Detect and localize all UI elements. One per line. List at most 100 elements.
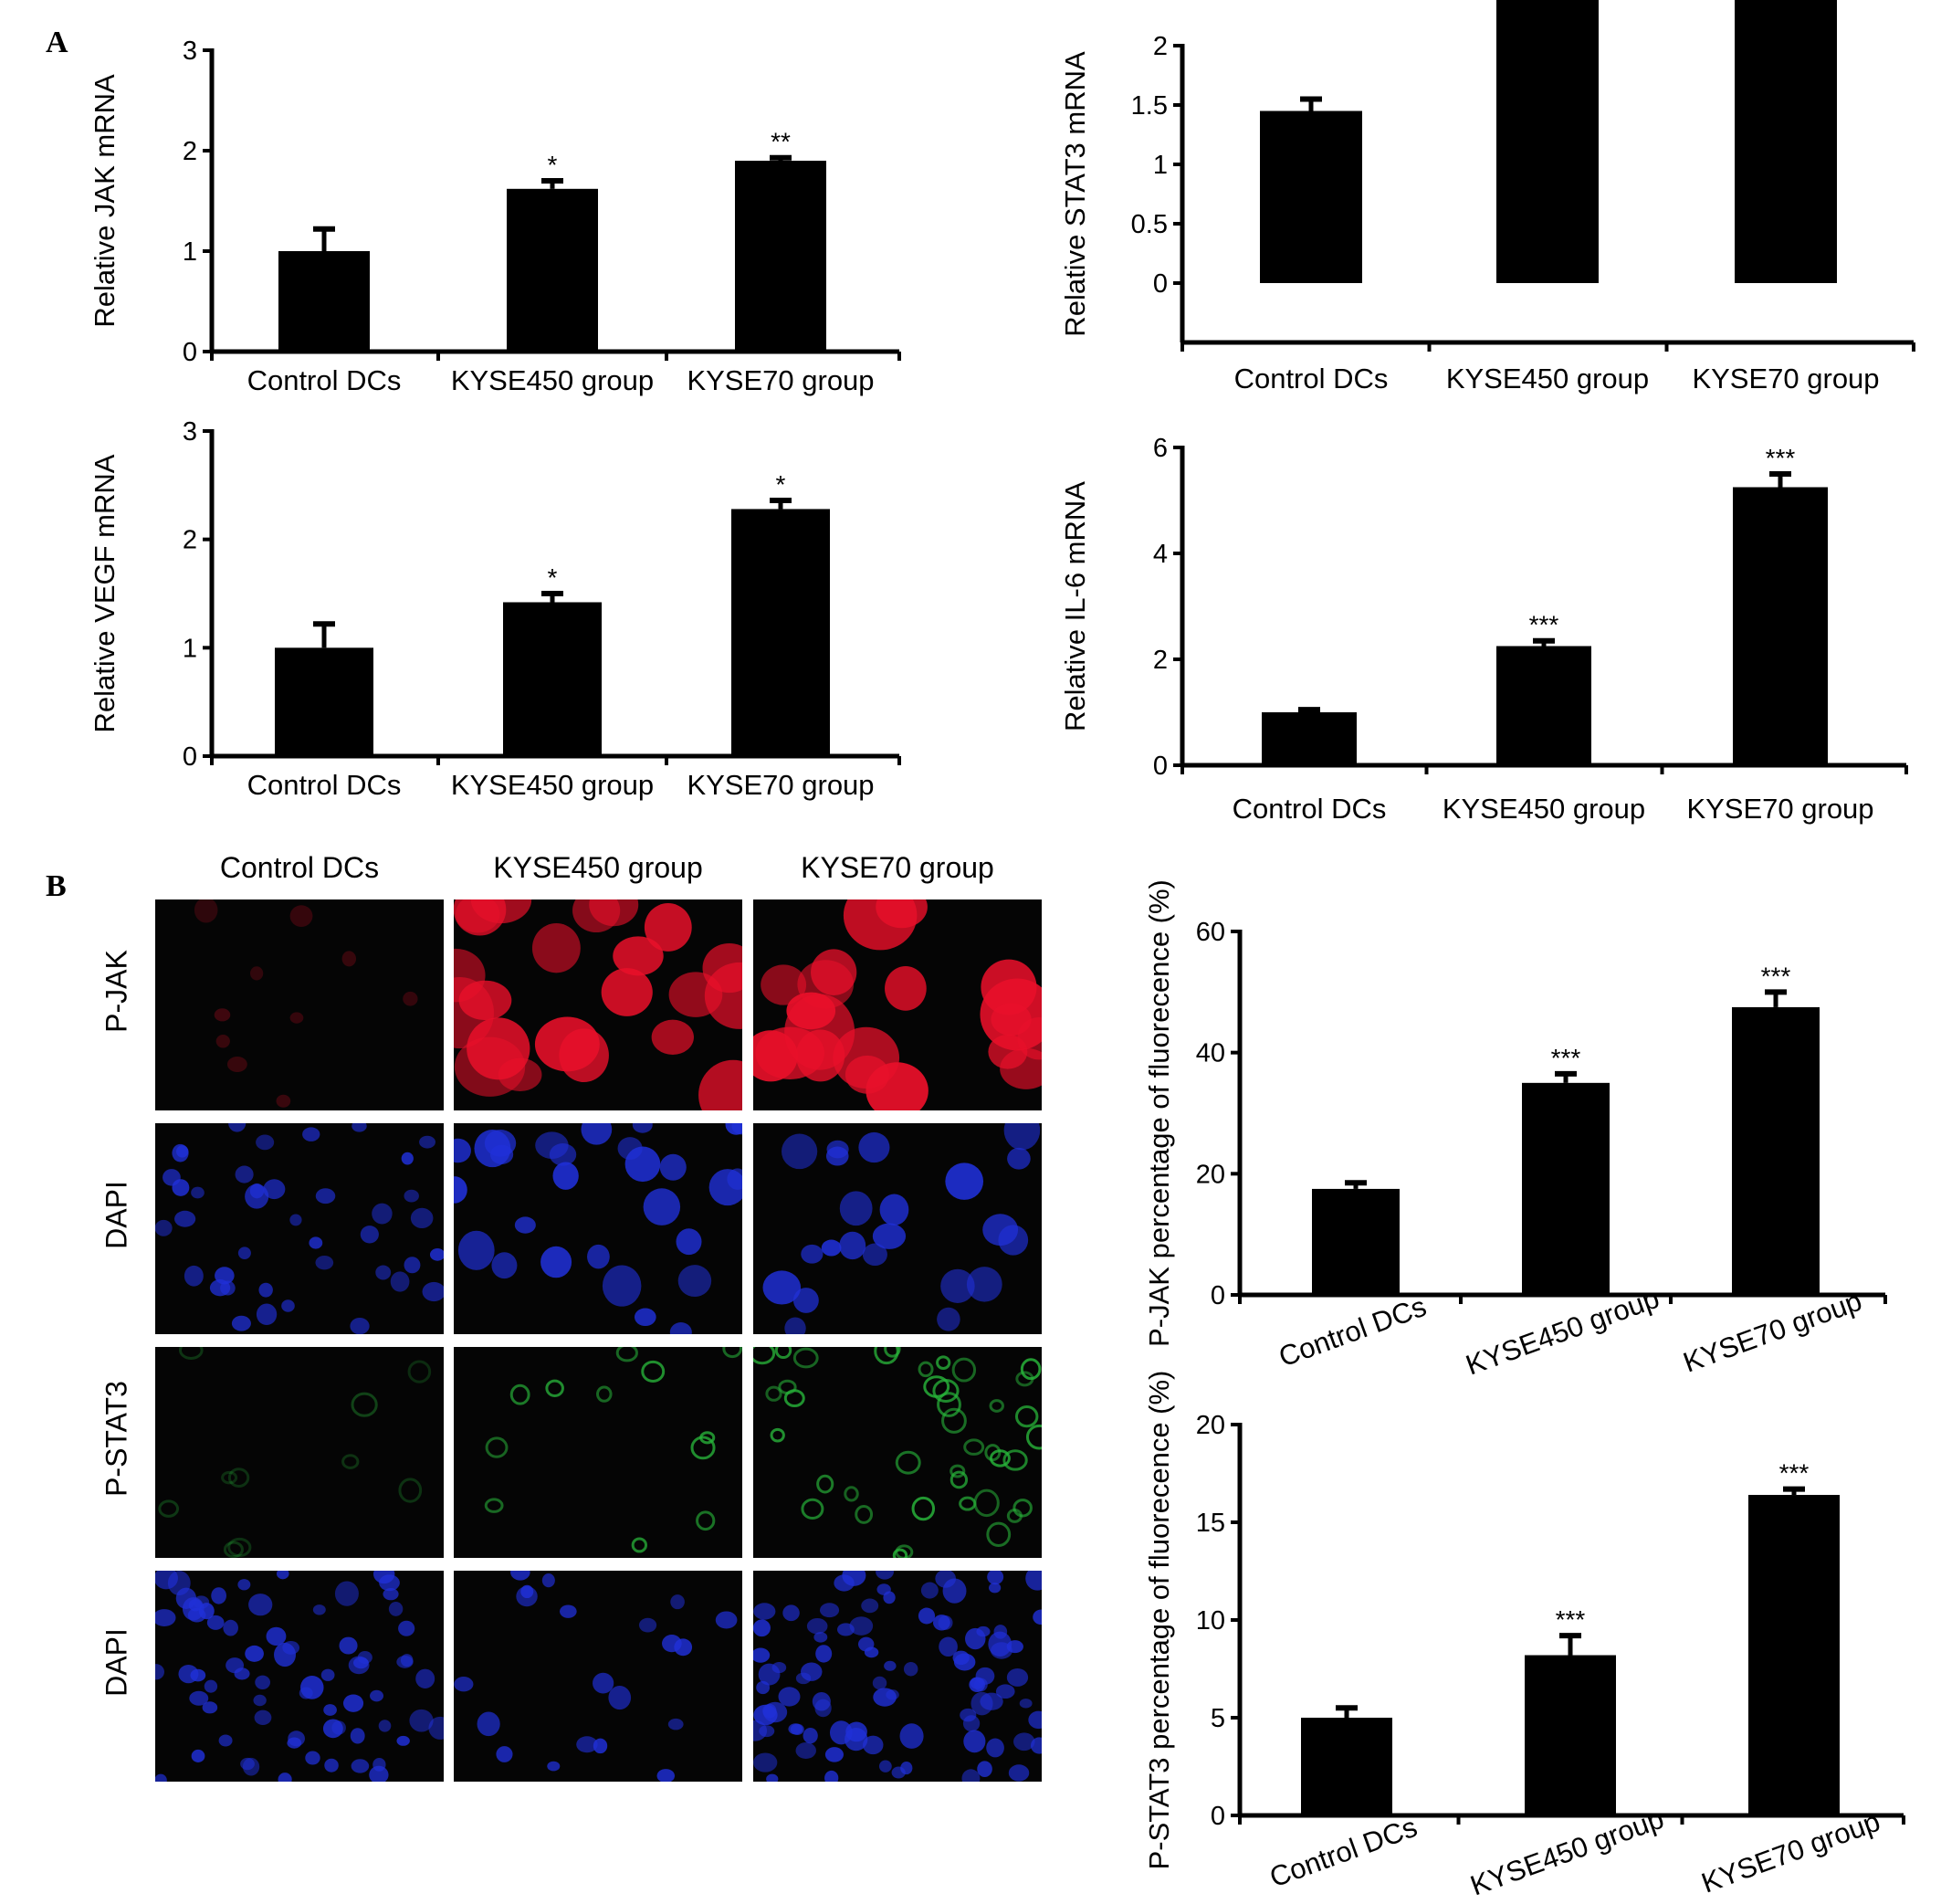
micrograph-column-header: KYSE70 group — [801, 851, 994, 884]
cell-blob — [995, 1684, 1015, 1699]
bar — [1735, 0, 1837, 283]
cell-blob — [396, 1735, 410, 1746]
cell-blob — [390, 1271, 410, 1292]
cell-blob — [788, 1723, 803, 1735]
cell-blob — [876, 1583, 891, 1595]
cell-blob — [258, 1282, 273, 1298]
cell-blob — [477, 1711, 500, 1737]
cell-blob — [1014, 1404, 1039, 1428]
cell-blob — [918, 1361, 934, 1378]
cell-blob — [812, 1692, 831, 1711]
cell-blob — [248, 1594, 273, 1616]
cell-blob — [792, 1347, 819, 1369]
cell-blob — [938, 1615, 953, 1630]
cell-blob — [986, 1521, 1012, 1547]
significance-label: * — [548, 563, 558, 592]
cell-blob — [596, 1385, 613, 1403]
cell-blob — [966, 1267, 1002, 1302]
micrograph-tile — [753, 899, 1042, 1110]
y-tick-label: 3 — [183, 37, 197, 66]
bar — [1525, 1655, 1616, 1815]
cell-blob — [842, 1571, 866, 1586]
cell-blob — [936, 1355, 951, 1370]
cell-blob — [761, 964, 807, 1005]
cell-blob — [784, 1317, 806, 1334]
cell-blob — [254, 1709, 272, 1726]
cell-blob — [1012, 1499, 1033, 1518]
cell-blob — [278, 1773, 292, 1782]
cell-blob — [509, 1383, 530, 1405]
cell-blob — [1006, 1668, 1029, 1687]
bar — [1312, 1188, 1400, 1295]
significance-label: *** — [1556, 1605, 1586, 1634]
cell-blob — [315, 1255, 334, 1270]
cell-blob — [970, 1691, 993, 1716]
cell-blob — [677, 1265, 712, 1298]
cell-blob — [204, 1679, 218, 1693]
cell-blob — [175, 1587, 197, 1609]
cell-blob — [725, 1123, 742, 1135]
x-category-label: KYSE450 group — [1446, 363, 1649, 394]
cell-blob — [895, 1450, 921, 1475]
micrograph-tile — [753, 1123, 1042, 1334]
cell-blob — [918, 1607, 936, 1625]
cell-blob — [404, 1257, 421, 1274]
significance-label: *** — [1761, 962, 1791, 990]
cell-blob — [989, 1583, 1002, 1594]
cell-blob — [1003, 1123, 1041, 1151]
cell-blob — [242, 1757, 260, 1776]
cell-blob — [991, 1642, 1012, 1659]
cell-blob — [727, 1168, 742, 1190]
cell-blob — [1028, 1710, 1042, 1730]
cell-blob — [221, 1470, 238, 1485]
cell-blob — [250, 966, 264, 981]
cell-blob — [778, 1687, 801, 1707]
cell-blob — [903, 1661, 918, 1677]
cell-blob — [813, 1632, 828, 1643]
cell-blob — [587, 1244, 610, 1269]
bar — [275, 647, 373, 756]
cell-blob — [1025, 1424, 1042, 1450]
cell-blob — [289, 1012, 304, 1024]
bar — [735, 161, 826, 352]
cell-blob — [632, 1123, 653, 1133]
bar — [1522, 1082, 1610, 1295]
y-tick-label: 4 — [1153, 540, 1168, 569]
significance-label: * — [776, 470, 786, 499]
x-category-label: KYSE70 group — [687, 769, 874, 801]
cell-blob — [572, 899, 621, 933]
cell-blob — [950, 1464, 966, 1478]
significance-label: *** — [1529, 611, 1559, 639]
cell-blob — [753, 1752, 778, 1773]
cell-blob — [255, 1675, 270, 1689]
cell-blob — [704, 962, 742, 1029]
chart-il6-mrna: 0 2 4 6 Control DCs *** KYSE450 group *** KYSE70… — [1059, 434, 1908, 825]
cell-blob — [407, 1360, 432, 1383]
cell-blob — [961, 1769, 981, 1782]
x-category-label: Control DCs — [247, 769, 402, 801]
micrograph-tile — [155, 1123, 444, 1334]
cell-blob — [872, 1676, 887, 1690]
x-category-label: KYSE70 group — [1686, 793, 1873, 825]
cell-blob — [644, 903, 692, 952]
cell-blob — [662, 1635, 682, 1653]
cell-blob — [351, 1123, 367, 1132]
cell-blob — [593, 1672, 614, 1694]
cell-blob — [315, 1188, 336, 1204]
bar — [1748, 1495, 1840, 1815]
cell-blob — [552, 1162, 579, 1190]
cell-blob — [429, 1247, 444, 1261]
cell-blob — [991, 1003, 1032, 1036]
cell-blob — [873, 1688, 897, 1707]
cell-blob — [602, 1265, 642, 1307]
y-tick-label: 20 — [1196, 1160, 1225, 1189]
cell-blob — [876, 1571, 894, 1580]
cell-blob — [322, 1719, 343, 1739]
cell-blob — [454, 1138, 471, 1163]
significance-label: *** — [1551, 1044, 1581, 1072]
cell-blob — [419, 1135, 435, 1149]
cell-blob — [305, 1751, 320, 1765]
cell-blob — [667, 1718, 684, 1730]
y-tick-label: 2 — [1153, 32, 1168, 61]
cell-blob — [638, 1617, 657, 1633]
